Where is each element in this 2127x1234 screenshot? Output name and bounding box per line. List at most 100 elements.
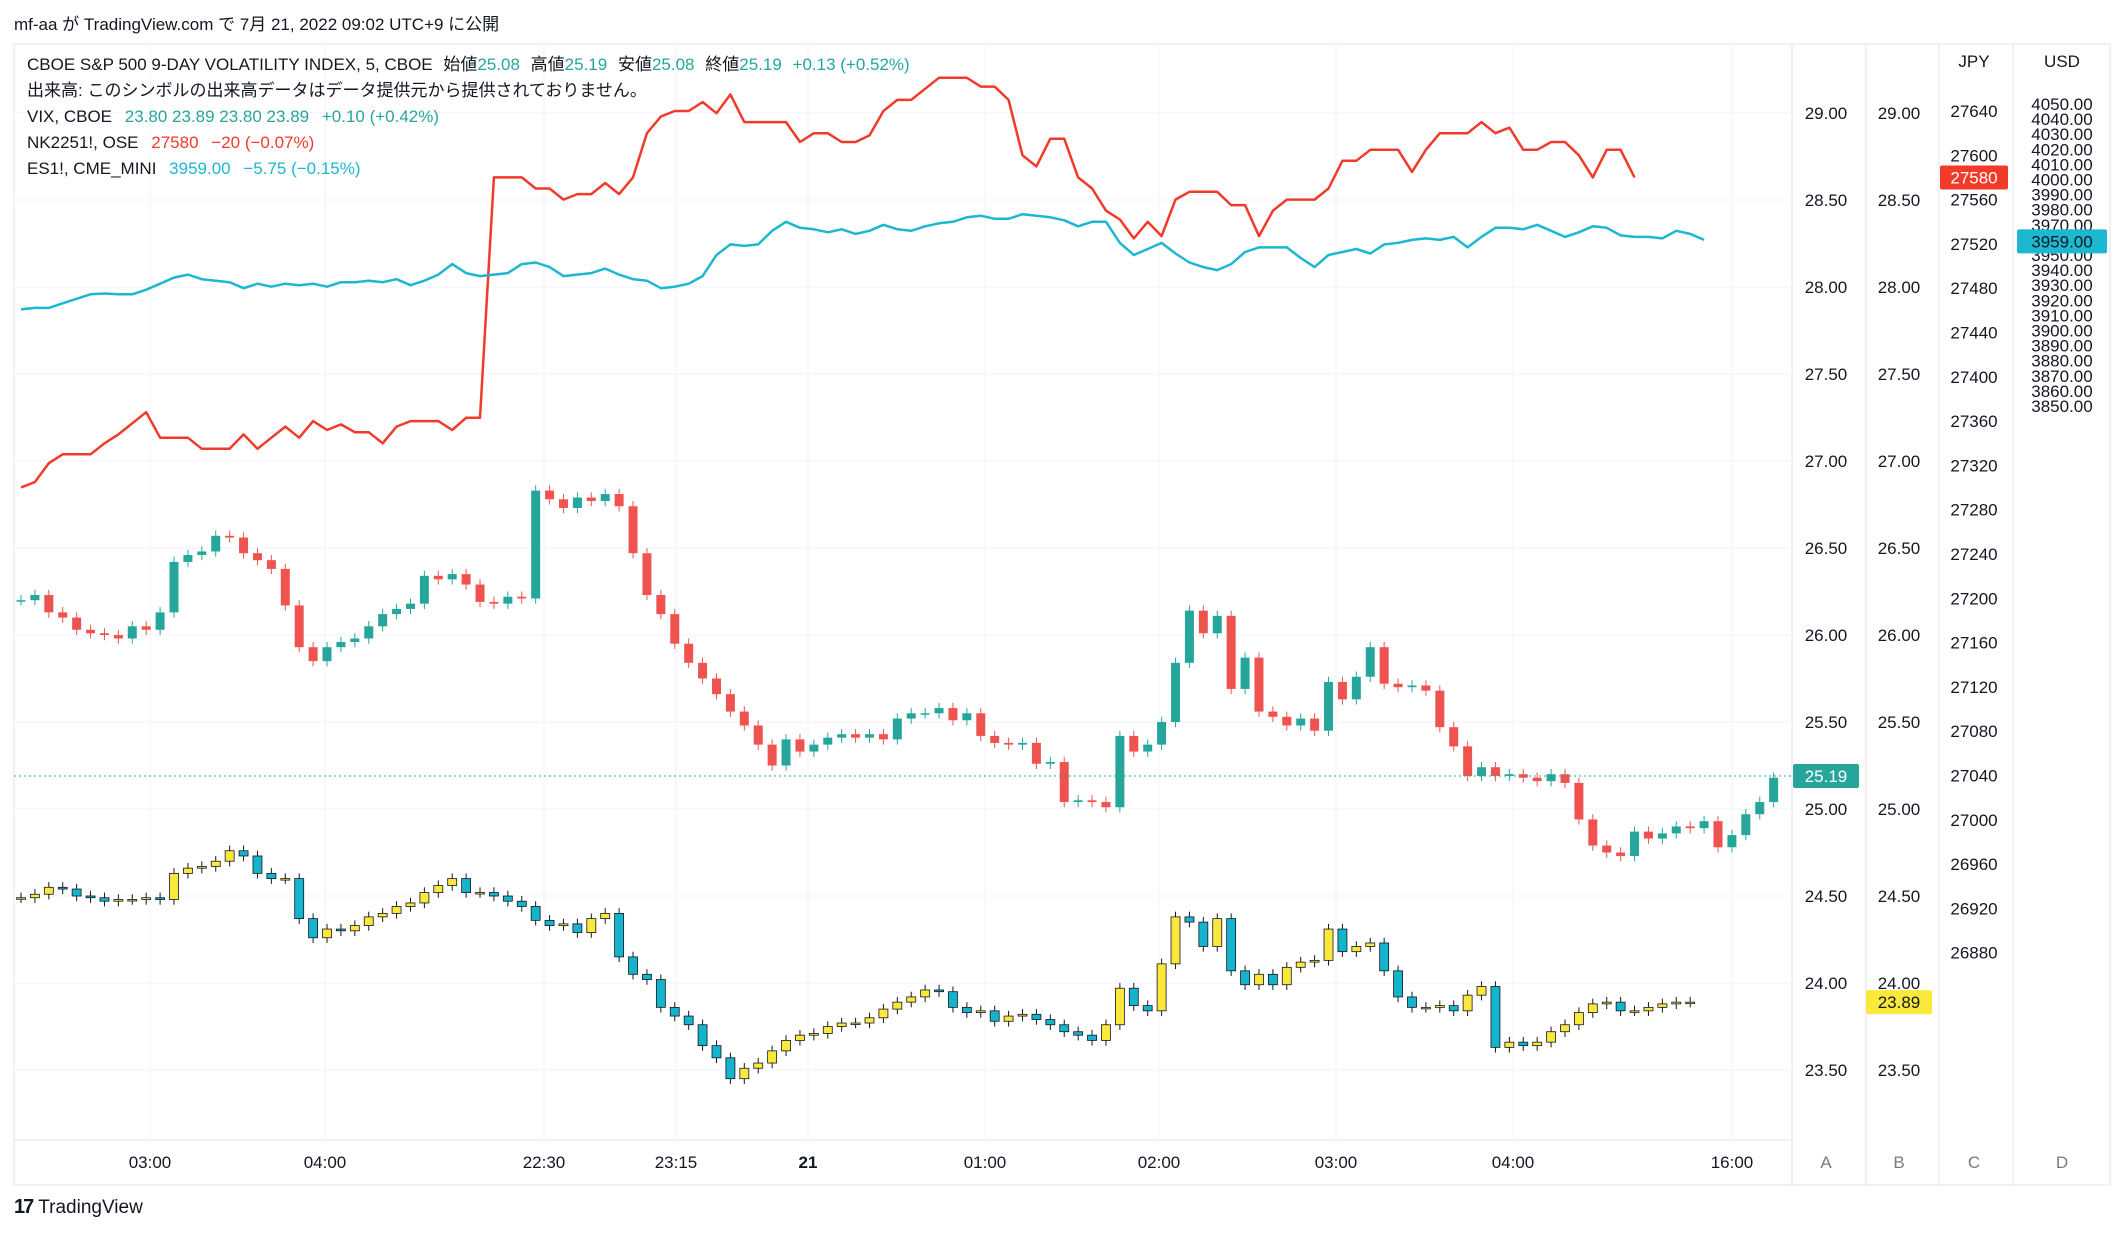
vix-candle xyxy=(1476,986,1487,996)
vix9d-candle xyxy=(1421,685,1431,691)
vix9d-candle xyxy=(183,554,193,562)
vix9d-candle xyxy=(1588,819,1598,846)
vix-candle xyxy=(892,1001,903,1010)
vix9d-candle xyxy=(1365,647,1375,677)
scale-c-tick: 27520 xyxy=(1950,235,1997,254)
vix-candle xyxy=(1295,961,1306,968)
vix9d-candle xyxy=(865,734,874,738)
scale-c-tick: 27320 xyxy=(1950,456,1997,475)
vix-candle xyxy=(1462,994,1473,1012)
scale-c-tick: 27480 xyxy=(1950,279,1997,298)
tradingview-brand: TradingView xyxy=(38,1196,143,1218)
scale-d-button[interactable]: D xyxy=(2056,1153,2068,1172)
vix-candle xyxy=(1365,942,1376,947)
legend-nk-change: −20 (−0.07%) xyxy=(211,133,315,152)
tradingview-logo[interactable]: 17 TradingView xyxy=(14,1196,143,1219)
scale-c-unit: JPY xyxy=(1958,52,1989,71)
vix9d-candle xyxy=(1532,777,1542,782)
vix9d-candle xyxy=(767,744,777,766)
scale-d-tick: 3980.00 xyxy=(2031,201,2092,220)
scale-c-tick: 27400 xyxy=(1950,368,1997,387)
vix-candle xyxy=(280,878,291,881)
scale-a-tick: 25.00 xyxy=(1805,800,1848,819)
scale-c-button[interactable]: C xyxy=(1968,1153,1980,1172)
vix-candle xyxy=(377,913,388,918)
vix9d-candle xyxy=(670,614,680,644)
vix-candle xyxy=(1393,970,1403,998)
scale-a-tick: 27.00 xyxy=(1805,452,1848,471)
vix9d-candle xyxy=(1226,615,1236,689)
vix9d-candle xyxy=(1699,821,1709,829)
vix-candle xyxy=(1212,918,1223,947)
scale-a-button[interactable]: A xyxy=(1820,1153,1832,1172)
vix9d-candle xyxy=(572,497,582,508)
vix9d-candle xyxy=(1157,722,1167,745)
vix-candle xyxy=(934,989,944,993)
badge-vix-bg xyxy=(1866,990,1932,1015)
vix9d-candle xyxy=(141,626,151,630)
vix9d-candle xyxy=(1018,742,1028,745)
scale-c-tick: 26960 xyxy=(1950,855,1997,874)
vix-candle xyxy=(1114,987,1125,1026)
scale-c-tick: 27600 xyxy=(1950,146,1997,165)
vix-candle xyxy=(1170,916,1181,965)
legend-row-main[interactable]: CBOE S&P 500 9-DAY VOLATILITY INDEX, 5, … xyxy=(27,52,910,78)
chart-legend: CBOE S&P 500 9-DAY VOLATILITY INDEX, 5, … xyxy=(27,52,910,182)
legend-es-name: ES1!, CME_MINI xyxy=(27,159,157,178)
vix9d-candle xyxy=(517,596,527,599)
vix-candle xyxy=(975,1010,986,1013)
vix9d-candle xyxy=(489,601,499,604)
vix-candle xyxy=(1142,1005,1153,1012)
time-axis[interactable] xyxy=(13,1139,1793,1186)
legend-close-label: 終値 xyxy=(705,55,740,74)
tradingview-logo-icon: 17 xyxy=(14,1196,34,1218)
vix-candle xyxy=(322,928,332,939)
vix-candle xyxy=(683,1015,694,1026)
vix-candle xyxy=(294,878,305,920)
scale-c-tick: 26920 xyxy=(1950,899,1997,918)
scale-c-tick: 27160 xyxy=(1950,634,1997,653)
price-scale-c[interactable] xyxy=(1938,43,2014,1186)
vix-candle xyxy=(99,897,110,902)
scale-b-button[interactable]: B xyxy=(1893,1153,1904,1172)
vix9d-candle xyxy=(531,490,541,599)
vix9d-candle xyxy=(948,708,958,721)
vix9d-candle xyxy=(1101,802,1111,808)
legend-high: 25.19 xyxy=(564,55,608,74)
legend-row-es[interactable]: ES1!, CME_MINI 3959.00 −5.75 (−0.15%) xyxy=(27,156,910,182)
scale-b-tick: 23.50 xyxy=(1878,1061,1921,1080)
scale-b-tick: 26.00 xyxy=(1878,626,1921,645)
vix-candle xyxy=(600,913,611,920)
legend-high-label: 高値 xyxy=(530,55,565,74)
legend-row-nk[interactable]: NK2251!, OSE 27580 −20 (−0.07%) xyxy=(27,130,910,156)
vix-candle xyxy=(1671,1001,1682,1005)
legend-row-vix[interactable]: VIX, CBOE 23.80 23.89 23.80 23.89 +0.10 … xyxy=(27,104,910,130)
vix-candle xyxy=(155,897,165,900)
vix9d-candle xyxy=(698,662,708,679)
scale-a-tick: 23.50 xyxy=(1805,1061,1848,1080)
vix-candle xyxy=(1490,986,1501,1048)
scale-b-tick: 27.00 xyxy=(1878,452,1921,471)
vix-candle xyxy=(808,1033,819,1036)
vix-candle xyxy=(447,878,458,886)
vix-candle xyxy=(224,850,235,862)
time-tick-label: 22:30 xyxy=(523,1153,566,1172)
scale-c-tick: 27080 xyxy=(1950,722,1997,741)
scale-d-tick: 4050.00 xyxy=(2031,95,2092,114)
vix9d-candle xyxy=(336,641,346,648)
vix-candle xyxy=(948,991,958,1008)
vix9d-candle xyxy=(809,744,819,752)
vix-candle xyxy=(1629,1010,1640,1013)
badge-nk225: 27580 xyxy=(1950,168,1997,187)
price-scale-a[interactable] xyxy=(1791,43,1867,1186)
scale-b-tick: 27.50 xyxy=(1878,365,1921,384)
legend-vix-change: +0.10 (+0.42%) xyxy=(321,107,440,126)
vix-candle xyxy=(739,1067,750,1080)
vix-candle xyxy=(850,1022,861,1025)
vix9d-candle xyxy=(1337,681,1347,700)
scale-a-tick: 26.00 xyxy=(1805,626,1848,645)
vix-candle xyxy=(697,1024,708,1047)
vix9d-candle xyxy=(1546,774,1556,782)
chart-pane[interactable] xyxy=(13,43,1793,1141)
